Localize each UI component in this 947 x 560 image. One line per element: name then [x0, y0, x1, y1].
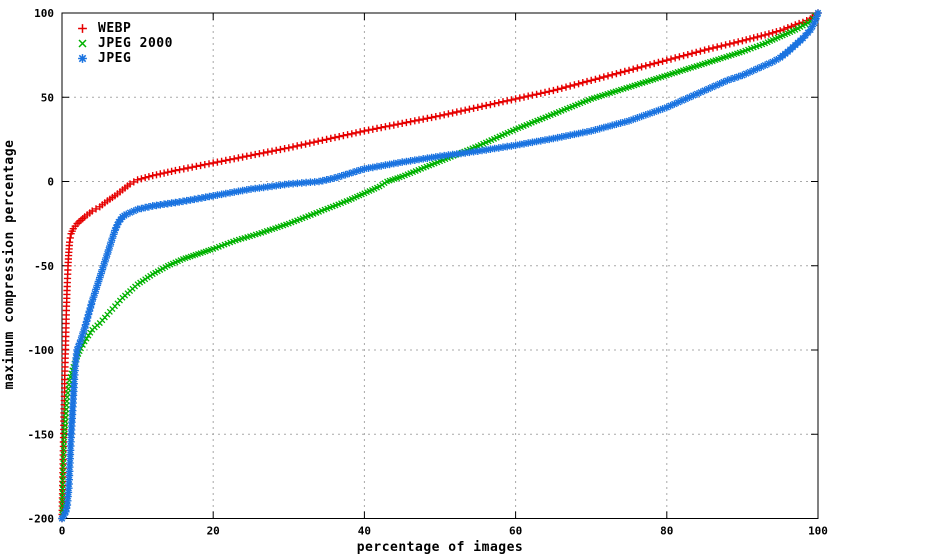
legend-item-jpeg: JPEG — [74, 51, 173, 66]
svg-text:40: 40 — [358, 525, 371, 538]
svg-text:100: 100 — [34, 7, 54, 20]
tick-labels: 0 20 40 60 80 100 100 50 0 -50 -100 -150 -200 — [28, 7, 828, 538]
y-axis-title: maximum compression percentage — [2, 139, 17, 390]
svg-text:50: 50 — [41, 91, 54, 104]
cross-marker-icon — [74, 36, 91, 51]
svg-text:-200: -200 — [28, 513, 55, 526]
legend-item-webp: WEBP — [74, 21, 173, 36]
x-axis-title: percentage of images — [356, 540, 524, 555]
svg-text:-150: -150 — [28, 428, 55, 441]
plus-marker-icon — [74, 21, 91, 36]
legend-item-jpeg2000: JPEG 2000 — [74, 36, 173, 51]
svg-text:20: 20 — [207, 525, 220, 538]
svg-text:0: 0 — [59, 525, 66, 538]
series-jpeg-points — [58, 9, 822, 523]
svg-text:80: 80 — [660, 525, 673, 538]
svg-text:0: 0 — [47, 176, 54, 189]
legend-label-jpeg2000: JPEG 2000 — [98, 36, 173, 51]
legend: WEBP JPEG 2000 JPEG — [74, 21, 173, 66]
legend-label-webp: WEBP — [98, 21, 132, 36]
svg-text:60: 60 — [509, 525, 522, 538]
legend-label-jpeg: JPEG — [98, 51, 132, 66]
svg-text:100: 100 — [808, 525, 828, 538]
asterisk-marker-icon — [74, 51, 91, 66]
svg-text:-100: -100 — [28, 344, 55, 357]
svg-text:-50: -50 — [34, 260, 54, 273]
